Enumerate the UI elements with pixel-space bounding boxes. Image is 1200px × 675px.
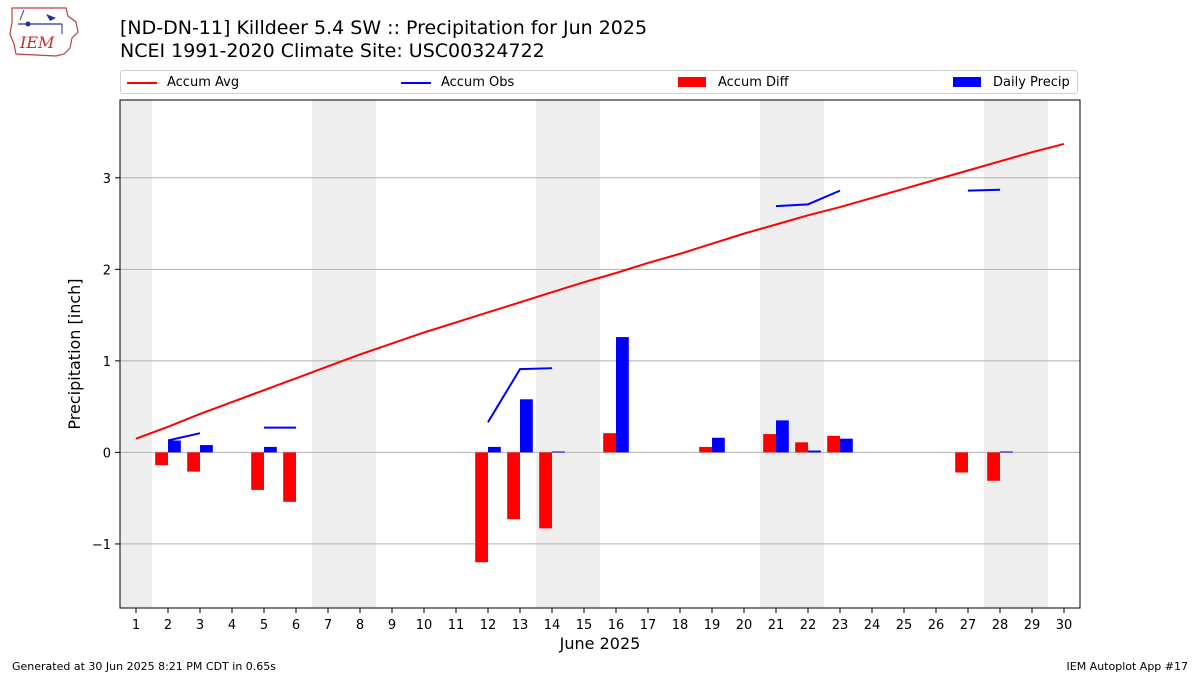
- x-tick-label: 24: [864, 618, 881, 633]
- precip-bar-13: [520, 399, 533, 453]
- y-tick-label: 0: [103, 446, 111, 461]
- x-tick-label: 11: [448, 618, 465, 633]
- chart-subtitle: NCEI 1991-2020 Climate Site: USC00324722: [120, 40, 545, 62]
- x-tick-label: 28: [992, 618, 1009, 633]
- x-tick-label: 26: [928, 618, 945, 633]
- weekend-shade-3: [760, 100, 824, 608]
- precip-bar-14: [552, 451, 565, 453]
- accum-obs-line-2: [487, 367, 553, 423]
- diff-bar-14: [539, 452, 552, 529]
- precip-bar-16: [616, 337, 629, 453]
- x-tick-label: 10: [416, 618, 433, 633]
- precip-bar-23: [840, 438, 853, 453]
- diff-bar-3: [187, 452, 200, 472]
- x-tick-label: 15: [576, 618, 593, 633]
- x-tick-label: 6: [292, 618, 300, 633]
- diff-bar-27: [955, 452, 968, 473]
- x-tick-label: 9: [388, 618, 396, 633]
- legend-swatch-daily-precip: [953, 77, 981, 87]
- diff-bar-13: [507, 452, 520, 520]
- x-tick-label: 8: [356, 618, 364, 633]
- precip-bar-5: [264, 446, 277, 453]
- chart-title: [ND-DN-11] Killdeer 5.4 SW :: Precipitat…: [120, 17, 648, 39]
- x-tick-label: 4: [228, 618, 236, 633]
- legend-swatch-accum-diff: [678, 77, 706, 87]
- precip-bar-28: [1000, 451, 1013, 453]
- x-tick-label: 23: [832, 618, 849, 633]
- x-tick-label: 30: [1056, 618, 1073, 633]
- diff-bar-12: [475, 452, 488, 563]
- x-tick-label: 27: [960, 618, 977, 633]
- accum-obs-line-3: [775, 189, 841, 208]
- legend-swatch-accum-avg: [127, 82, 157, 84]
- precip-bar-3: [200, 445, 213, 453]
- precip-bar-21: [776, 420, 789, 453]
- generated-timestamp: Generated at 30 Jun 2025 8:21 PM CDT in …: [12, 660, 277, 673]
- x-tick-label: 5: [260, 618, 268, 633]
- plot-frame: [119, 99, 1081, 609]
- x-tick-label: 2: [164, 618, 172, 633]
- accum-obs-line-4: [967, 188, 1001, 192]
- x-tick-label: 18: [672, 618, 689, 633]
- y-axis-label: Precipitation [inch]: [65, 278, 84, 429]
- logo-text: IEM: [19, 33, 55, 52]
- app-credit: IEM Autoplot App #17: [1066, 660, 1189, 673]
- legend-label-accum-diff: Accum Diff: [718, 75, 789, 90]
- accum-avg-line: [135, 142, 1065, 440]
- x-tick-label: 20: [736, 618, 753, 633]
- y-tick-label: −1: [92, 538, 111, 553]
- diff-bar-19: [699, 446, 712, 453]
- x-tick-label: 17: [640, 618, 657, 633]
- diff-bar-28: [987, 452, 1000, 481]
- x-tick-label: 19: [704, 618, 721, 633]
- x-tick-label: 29: [1024, 618, 1041, 633]
- diff-bar-23: [827, 435, 840, 453]
- x-tick-label: 13: [512, 618, 529, 633]
- y-tick-label: 3: [103, 172, 111, 187]
- x-tick-label: 16: [608, 618, 625, 633]
- diff-bar-2: [155, 452, 168, 466]
- x-tick-label: 14: [544, 618, 561, 633]
- y-tick-label: 1: [103, 355, 111, 370]
- x-tick-label: 7: [324, 618, 332, 633]
- weekend-shade-0: [120, 100, 152, 608]
- y-tick-label: 2: [103, 263, 111, 278]
- diff-bar-16: [603, 433, 616, 453]
- x-tick-label: 1: [132, 618, 140, 633]
- legend-label-accum-obs: Accum Obs: [441, 75, 515, 90]
- diff-bar-21: [763, 434, 776, 453]
- weekend-shade-4: [984, 100, 1048, 608]
- weekend-shade-1: [312, 100, 376, 608]
- x-tick-label: 21: [768, 618, 785, 633]
- x-axis-label: June 2025: [559, 634, 641, 653]
- legend-swatch-accum-obs: [401, 82, 431, 84]
- legend-label-accum-avg: Accum Avg: [167, 75, 240, 90]
- diff-bar-22: [795, 442, 808, 453]
- legend-label-daily-precip: Daily Precip: [993, 75, 1070, 90]
- iem-logo: IEM: [9, 7, 79, 57]
- accum-obs-line-0: [167, 432, 201, 442]
- precip-bar-22: [808, 450, 821, 453]
- precip-bar-12: [488, 446, 501, 453]
- x-tick-label: 12: [480, 618, 497, 633]
- weekend-shade-2: [536, 100, 600, 608]
- chart-legend: Accum Avg Accum Obs Accum Diff Daily Pre…: [120, 70, 1078, 94]
- x-tick-label: 25: [896, 618, 913, 633]
- diff-bar-6: [283, 452, 296, 502]
- x-tick-label: 22: [800, 618, 817, 633]
- diff-bar-5: [251, 452, 264, 490]
- precip-bar-19: [712, 437, 725, 453]
- precip-bar-2: [168, 440, 181, 453]
- x-tick-label: 3: [196, 618, 204, 633]
